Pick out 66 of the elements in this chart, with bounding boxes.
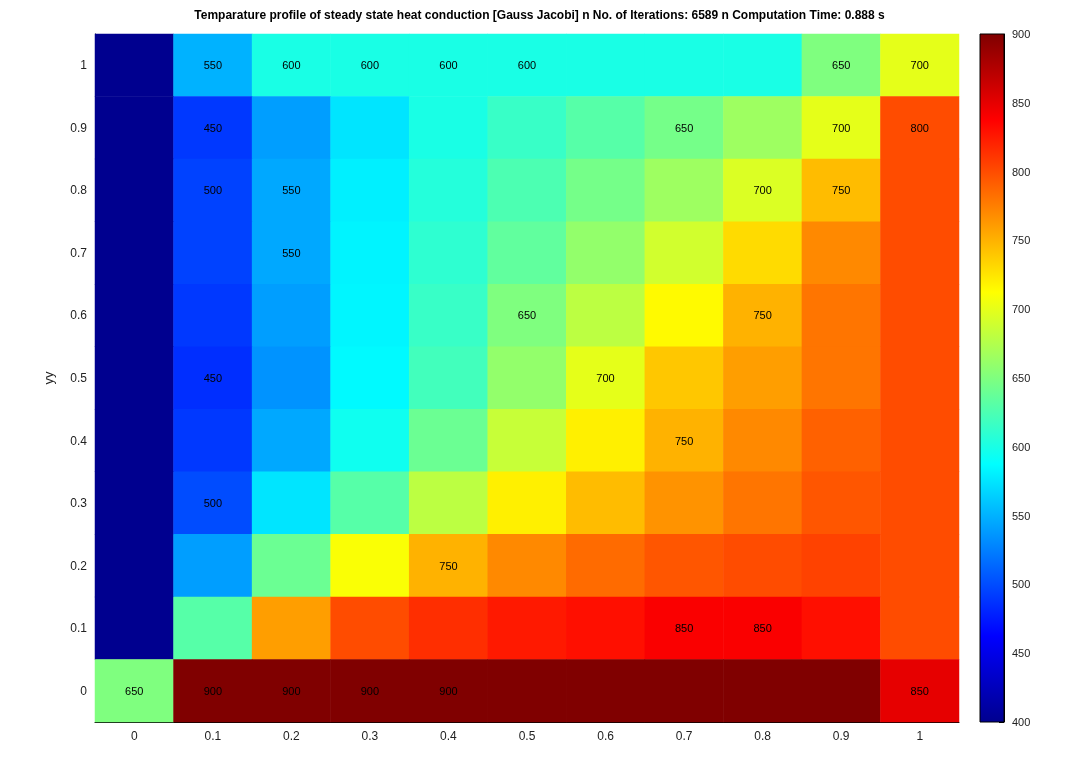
- annotation: 700: [832, 121, 851, 134]
- x-tick-label: 0.1: [204, 729, 222, 743]
- annotation: 650: [125, 684, 144, 697]
- y-tick-label: 0.8: [70, 183, 88, 198]
- annotation: 700: [910, 59, 929, 72]
- annotation: 750: [674, 434, 694, 447]
- annotation: 750: [439, 559, 458, 572]
- x-tick-label: 0.3: [361, 729, 379, 743]
- annotation: 450: [203, 121, 222, 134]
- x-tick-label: 1: [916, 729, 924, 743]
- annotation: 500: [203, 184, 222, 197]
- annotation: 650: [832, 59, 851, 72]
- y-tick-label: 0.4: [70, 433, 88, 448]
- annotation: 600: [439, 59, 458, 72]
- y-tick-label: 1: [80, 58, 88, 73]
- annotation: 700: [596, 372, 615, 384]
- color-bar-label: 550: [1012, 509, 1031, 522]
- annotation: 550: [203, 59, 222, 72]
- annotation: 850: [910, 684, 929, 697]
- annotation: 600: [517, 59, 537, 72]
- annotation: 650: [674, 121, 694, 134]
- chart-title: Temparature profile of steady state heat conduction [Gauss Jacobi] n No. of Iterations: 6589 n Computation Time: 0.888 s: [194, 8, 885, 22]
- y-tick-label: 0: [80, 683, 88, 698]
- annotation: 900: [360, 684, 380, 697]
- annotation: 600: [360, 59, 380, 72]
- annotation: 900: [203, 684, 222, 697]
- annotation: 850: [753, 622, 772, 635]
- color-bar-label: 400: [1012, 716, 1031, 728]
- y-tick-label: 0.9: [70, 120, 88, 135]
- y-tick-label: 0.3: [70, 496, 88, 511]
- x-tick-label: 0.8: [754, 729, 772, 743]
- annotation: 550: [282, 184, 301, 197]
- annotation: 850: [674, 622, 694, 635]
- annotation: 650: [517, 309, 537, 322]
- y-tick-label: 0.1: [70, 621, 88, 636]
- annotation: 800: [910, 121, 929, 134]
- annotation: 450: [203, 372, 222, 384]
- x-tick-label: 0.4: [440, 729, 458, 743]
- color-bar-label: 450: [1012, 647, 1031, 660]
- x-tick-label: 0.5: [518, 729, 536, 743]
- color-bar-label: 750: [1012, 234, 1031, 247]
- color-bar-label: 500: [1012, 578, 1031, 591]
- y-tick-label: 0.6: [70, 308, 88, 323]
- y-tick-label: 0.7: [70, 245, 88, 260]
- annotation: 900: [282, 684, 301, 697]
- x-tick-label: 0.9: [832, 729, 850, 743]
- color-bar-label: 650: [1012, 372, 1031, 384]
- annotation: 750: [753, 309, 772, 322]
- color-bar-label: 700: [1012, 303, 1031, 316]
- x-tick-label: 0.6: [597, 729, 615, 743]
- annotation: 600: [282, 59, 301, 72]
- x-tick-label: 0: [130, 729, 138, 743]
- color-bar-label: 600: [1012, 440, 1031, 453]
- y-axis-title: yy: [41, 371, 56, 385]
- color-bar-label: 850: [1012, 96, 1031, 109]
- y-tick-label: 0.5: [70, 371, 88, 385]
- annotation: 900: [439, 684, 458, 697]
- annotation: 750: [832, 184, 851, 197]
- annotation: 550: [282, 246, 301, 259]
- y-tick-label: 0.2: [70, 558, 88, 573]
- color-bar-label: 900: [1012, 28, 1031, 40]
- x-tick-label: 0.2: [283, 729, 301, 743]
- annotation: 500: [203, 497, 222, 510]
- x-tick-label: 0.7: [675, 729, 693, 743]
- color-bar-label: 800: [1012, 165, 1031, 178]
- annotation: 700: [753, 184, 772, 197]
